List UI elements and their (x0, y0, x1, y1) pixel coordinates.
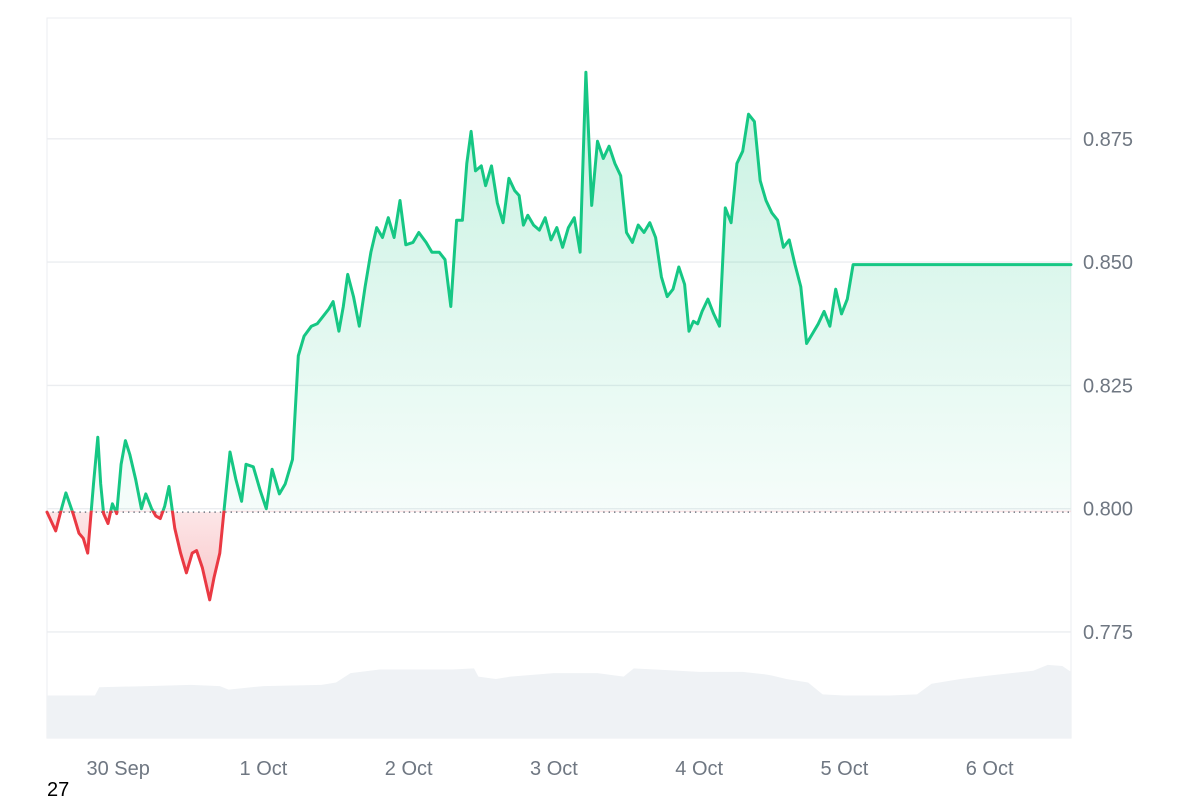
volume-shape (47, 664, 1071, 738)
x-tick-label-0: 30 Sep (86, 758, 149, 780)
price-areas (47, 72, 1071, 600)
y-tick-label-0: 0.775 (1083, 622, 1133, 644)
x-tick-label-5: 5 Oct (821, 758, 869, 780)
volume-area (47, 664, 1071, 738)
area-above-baseline (61, 72, 1071, 511)
y-axis-labels: 0.775 0.800 0.825 0.850 0.875 (1083, 129, 1133, 644)
x-tick-label-6: 6 Oct (966, 758, 1014, 780)
x-tick-label-1: 1 Oct (240, 758, 288, 780)
y-tick-label-1: 0.800 (1083, 499, 1133, 521)
y-tick-label-3: 0.850 (1083, 252, 1133, 274)
x-axis-labels: 30 Sep 1 Oct 2 Oct 3 Oct 4 Oct 5 Oct 6 Oct (86, 758, 1014, 780)
price-line-down (45, 510, 226, 602)
price-lines (45, 70, 1073, 602)
x-tick-label-3: 3 Oct (530, 758, 578, 780)
x-tick-label-2: 2 Oct (385, 758, 433, 780)
y-tick-label-4: 0.875 (1083, 129, 1133, 151)
footer-note: 27 (47, 779, 70, 801)
price-line-up (46, 70, 1073, 511)
y-tick-label-2: 0.825 (1083, 375, 1133, 397)
x-tick-label-4: 4 Oct (675, 758, 723, 780)
